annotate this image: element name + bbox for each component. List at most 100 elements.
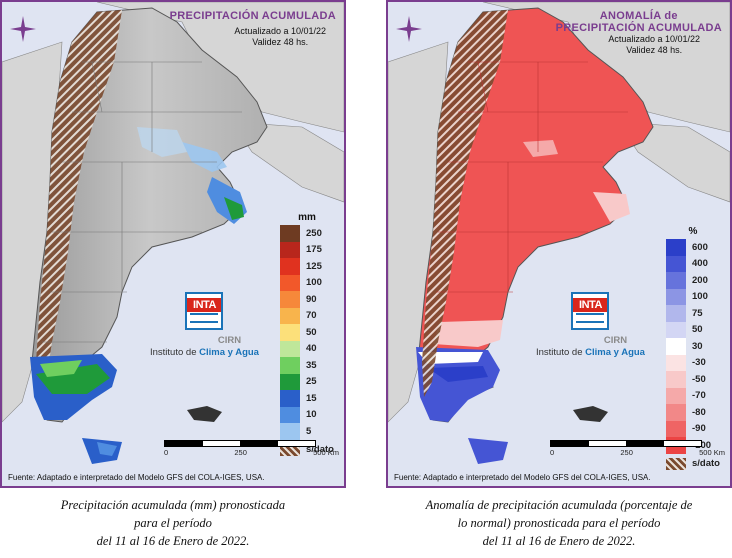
caption-line: Anomalía de precipitación acumulada (por…: [425, 498, 693, 512]
legend-swatch: [280, 373, 300, 390]
caption-line: del 11 al 16 de Enero de 2022.: [482, 534, 636, 548]
legend-label: 125: [306, 260, 322, 272]
legend-entry: 75: [666, 305, 720, 322]
legend-swatch: [666, 338, 686, 355]
inta-logo-block: INTA CIRN Instituto de Clima y Agua: [536, 292, 645, 358]
title-line: ANOMALÍA de: [599, 10, 678, 22]
inta-logo-text: INTA: [573, 298, 608, 312]
legend-swatch: [666, 305, 686, 322]
legend-label: 175: [306, 244, 322, 256]
caption-line: lo normal) pronosticada para el período: [457, 516, 661, 530]
legend-entry: -30: [666, 354, 720, 371]
legend-entry: -50: [666, 371, 720, 388]
legend-unit: mm: [298, 212, 316, 223]
cirn-label: CIRN: [603, 335, 628, 346]
legend-entry: 15: [280, 390, 334, 407]
legend-entry: 200: [666, 272, 720, 289]
caption-line: Precipitación acumulada (mm) pronosticad…: [60, 498, 286, 512]
legend-label: 100: [306, 277, 322, 289]
validity: Validez 48 hs.: [252, 37, 309, 47]
legend-label: 15: [306, 392, 317, 404]
legend-label: -80: [692, 406, 706, 418]
scale-label: 250: [234, 448, 247, 457]
legend-entry: 70: [280, 307, 334, 324]
legend-entry: -70: [666, 387, 720, 404]
legend-entry: 250: [280, 225, 334, 242]
legend-label: 600: [692, 241, 708, 253]
institute-label: Instituto de Clima y Agua: [150, 347, 259, 358]
institute-label: Instituto de Clima y Agua: [536, 347, 645, 358]
legend-entry: 125: [280, 258, 334, 275]
institute-prefix: Instituto de: [536, 347, 586, 358]
legend-swatch: [280, 390, 300, 407]
no-data-label: s/dato: [306, 444, 334, 455]
compass-rose-icon: [396, 16, 422, 42]
legend-swatch: [280, 423, 300, 440]
inta-logo-text: INTA: [187, 298, 222, 312]
legend-entry: 35: [280, 357, 334, 374]
legend-entry: 400: [666, 255, 720, 272]
institute-prefix: Instituto de: [150, 347, 200, 358]
legend-swatch: [666, 404, 686, 421]
caption-line: del 11 al 16 de Enero de 2022.: [96, 534, 250, 548]
legend-label: 250: [306, 227, 322, 239]
legend-rows: 600 400 200 100 75 50 30 -30 -50 -70 -80 -90 -100: [666, 239, 720, 454]
validity: Validez 48 hs.: [626, 45, 683, 55]
legend-label: 10: [306, 409, 317, 421]
legend-entry: -90: [666, 420, 720, 437]
updated-date: Actualizado a 10/01/22: [234, 26, 326, 36]
legend-label: -30: [692, 357, 706, 369]
legend-swatch: [280, 307, 300, 324]
precipitation-legend: mm 250 175 125 100 90 70 50 40 35 25 15 10 5 s/dato: [280, 212, 334, 456]
scale-label: 0: [550, 448, 555, 457]
institute-highlight: Clima y Agua: [199, 347, 259, 358]
legend-rows: 250 175 125 100 90 70 50 40 35 25 15 10 5: [280, 225, 334, 440]
legend-label: -50: [692, 373, 706, 385]
no-data-label: s/dato: [692, 458, 720, 469]
legend-label: 5: [306, 425, 312, 437]
legend-swatch: [280, 406, 300, 423]
legend-swatch: [280, 274, 300, 291]
legend-swatch: [280, 241, 300, 258]
legend-label: 35: [306, 359, 317, 371]
scale-bar: 0 250 500 Km: [550, 440, 725, 457]
legend-unit: %: [688, 226, 698, 237]
map-subtitle: Actualizado a 10/01/22 Validez 48 hs.: [234, 26, 326, 48]
legend-swatch: [280, 324, 300, 341]
legend-entry: 30: [666, 338, 720, 355]
legend-entry: 50: [666, 321, 720, 338]
legend-swatch: [666, 321, 686, 338]
scale-label: 250: [620, 448, 633, 457]
legend-entry: -80: [666, 404, 720, 421]
legend-entry: 50: [280, 324, 334, 341]
legend-swatch: [666, 420, 686, 437]
legend-swatch: [280, 225, 300, 242]
anomaly-legend: % 600 400 200 100 75 50 30 -30 -50 -70 -80 -90 -100 …: [666, 226, 720, 470]
legend-label: 75: [692, 307, 703, 319]
argentina-anomaly-map: [388, 2, 730, 464]
legend-swatch: [666, 288, 686, 305]
legend-label: 90: [306, 293, 317, 305]
updated-date: Actualizado a 10/01/22: [608, 34, 700, 44]
legend-label: 50: [692, 324, 703, 336]
map-title: PRECIPITACIÓN ACUMULADA: [170, 10, 336, 22]
precipitation-map-panel: PRECIPITACIÓN ACUMULADA Actualizado a 10…: [0, 0, 346, 488]
legend-swatch: [666, 239, 686, 256]
inta-logo: INTA: [185, 292, 224, 330]
legend-swatch: [666, 272, 686, 289]
legend-swatch: [666, 371, 686, 388]
scale-label: 0: [164, 448, 169, 457]
title-line: PRECIPITACIÓN ACUMULADA: [169, 10, 336, 22]
scale-label: 500 Km: [313, 448, 339, 457]
title-line: PRECIPITACIÓN ACUMULADA: [555, 22, 722, 34]
legend-entry: 40: [280, 340, 334, 357]
legend-label: 30: [692, 340, 703, 352]
inta-logo: INTA: [571, 292, 610, 330]
legend-swatch: [280, 340, 300, 357]
legend-entry: 25: [280, 373, 334, 390]
legend-label: 50: [306, 326, 317, 338]
legend-entry: 100: [666, 288, 720, 305]
legend-label: -90: [692, 423, 706, 435]
source-credit: Fuente: Adaptado e interpretado del Mode…: [394, 473, 651, 482]
legend-entry: 10: [280, 406, 334, 423]
